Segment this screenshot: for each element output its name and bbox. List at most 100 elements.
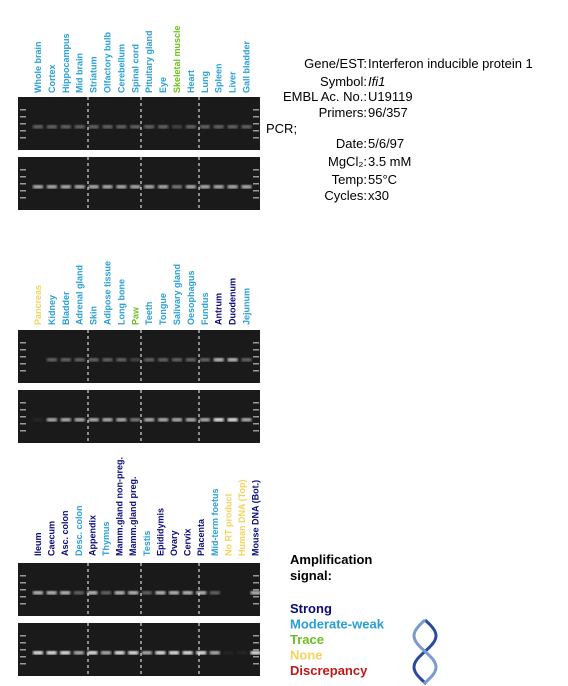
band	[60, 185, 71, 189]
band	[209, 651, 220, 655]
info-label: Symbol:	[320, 74, 367, 89]
lane-label: Kidney	[47, 295, 57, 325]
info-value: 55°C	[368, 172, 397, 187]
info-label: Cycles:	[324, 188, 367, 203]
ladder	[253, 342, 259, 344]
band	[60, 651, 71, 655]
ladder	[253, 575, 259, 577]
ladder	[253, 356, 259, 358]
band	[46, 418, 57, 422]
ladder	[253, 183, 259, 185]
lane-label: Testis	[142, 531, 152, 556]
lane-label: Hippocampus	[61, 33, 71, 93]
lane-label: Long bone	[116, 279, 126, 325]
band	[144, 358, 155, 362]
band	[158, 358, 169, 362]
band	[169, 591, 179, 595]
band	[46, 185, 57, 189]
band	[128, 651, 139, 655]
lane-label: Duodenum	[228, 278, 238, 325]
band	[130, 418, 141, 422]
legend-item: Discrepancy	[290, 663, 368, 678]
ladder	[253, 656, 259, 658]
band	[74, 358, 85, 362]
ladder	[253, 363, 259, 365]
ladder	[20, 130, 26, 132]
lane-label: Whole brain	[33, 42, 43, 94]
band	[227, 358, 238, 362]
lane-label: Human DNA (Top)	[237, 480, 247, 557]
band	[88, 358, 99, 362]
lane-label: Epididymis	[155, 508, 165, 556]
ladder	[20, 649, 26, 651]
band	[196, 591, 207, 595]
lane-label: Lung	[200, 71, 210, 93]
info-value: Interferon inducible protein 1	[368, 56, 533, 71]
ladder	[253, 116, 259, 118]
ladder	[253, 649, 259, 651]
lane-label: Pituitary gland	[144, 30, 154, 93]
band	[33, 125, 43, 129]
band	[213, 125, 224, 129]
ladder	[20, 342, 26, 344]
lane-label: Ovary	[169, 530, 179, 556]
info-label: Primers:	[319, 105, 367, 120]
band	[88, 185, 99, 189]
band	[60, 591, 71, 595]
lane-label: Mamm.gland preg.	[128, 476, 138, 556]
band	[46, 591, 57, 595]
band	[144, 185, 155, 189]
ladder	[20, 183, 26, 185]
gel	[18, 330, 260, 383]
band	[172, 125, 182, 129]
lane-label: Placenta	[196, 518, 206, 556]
ladder	[253, 642, 259, 644]
ladder	[20, 596, 26, 598]
band	[141, 651, 152, 655]
ladder	[253, 176, 259, 178]
band	[172, 185, 182, 189]
band	[185, 185, 196, 189]
lane-label: Asc. colon	[60, 510, 70, 556]
ladder	[253, 402, 259, 404]
lane-label: Mouse DNA (Bot.)	[251, 480, 261, 556]
ladder	[20, 123, 26, 125]
ladder	[253, 169, 259, 171]
band	[102, 125, 113, 129]
ladder	[20, 349, 26, 351]
lane-label: Spinal cord	[130, 44, 140, 93]
band	[130, 358, 141, 362]
band	[60, 358, 71, 362]
ladder	[253, 423, 259, 425]
legend-title: signal:	[290, 568, 332, 583]
band	[241, 125, 252, 129]
band	[128, 591, 139, 595]
lane-label: Ileum	[33, 532, 43, 556]
lane-label: Cervix	[183, 528, 193, 556]
ladder	[253, 663, 259, 665]
lane-label: Mid brain	[75, 53, 85, 93]
lane-label: Desc. colon	[74, 505, 84, 556]
lane-label: Bladder	[61, 291, 71, 325]
ladder	[20, 176, 26, 178]
band	[102, 185, 113, 189]
info-label: Date:	[336, 136, 367, 151]
helix-strand	[412, 618, 438, 686]
band	[74, 185, 85, 189]
band	[185, 358, 196, 362]
ladder	[253, 409, 259, 411]
ladder	[253, 589, 259, 591]
band	[102, 418, 113, 422]
band	[87, 591, 98, 595]
band	[60, 125, 71, 129]
band	[116, 418, 127, 422]
band	[185, 125, 196, 129]
gel	[18, 563, 260, 616]
info-value: 96/357	[368, 105, 408, 120]
band	[101, 651, 111, 655]
lane-label: Paw	[130, 306, 140, 325]
ladder	[20, 363, 26, 365]
ladder	[253, 137, 259, 139]
band	[182, 591, 193, 595]
ladder	[20, 197, 26, 199]
